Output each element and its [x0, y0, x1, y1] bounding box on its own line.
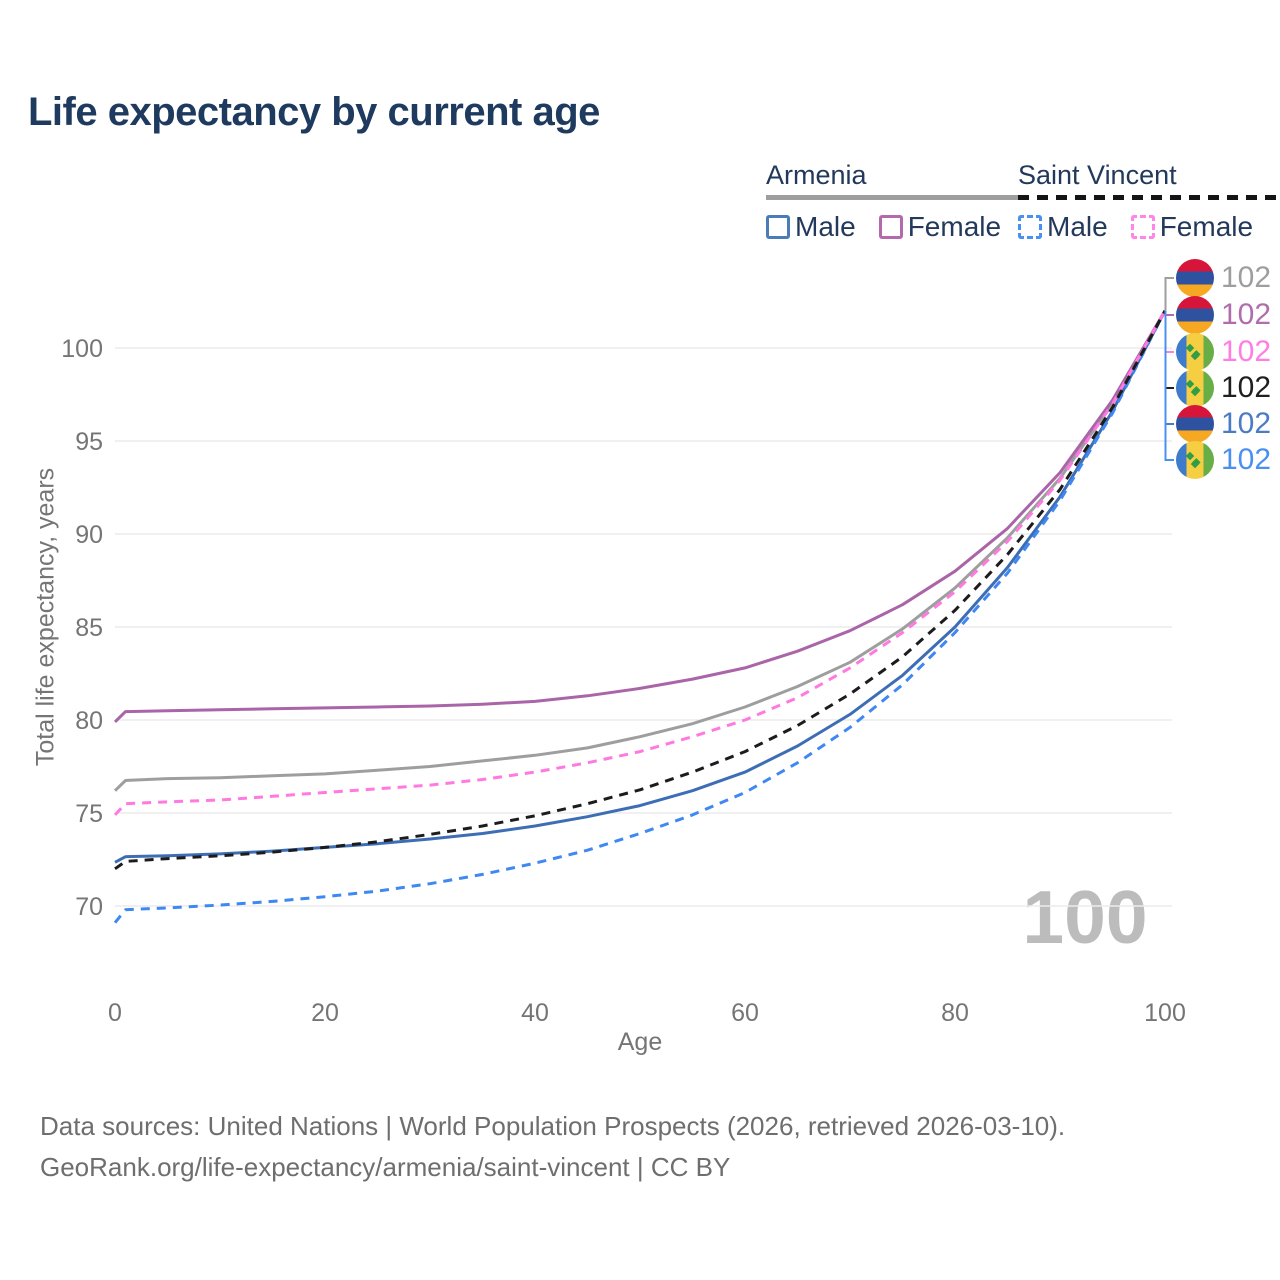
x-axis-title: Age: [617, 1028, 663, 1056]
legend-swatch-icon: [878, 215, 903, 239]
y-tick-label: 70: [75, 893, 103, 921]
end-label-leader: [1164, 311, 1174, 461]
y-tick-label: 75: [75, 800, 103, 828]
saint-vincent-flag-icon: [1176, 333, 1214, 371]
y-tick-label: 100: [61, 335, 103, 363]
x-tick-label: 60: [731, 999, 759, 1027]
x-tick-label: 0: [108, 999, 122, 1027]
legend-items-armenia: Male Female: [766, 211, 1024, 243]
end-value-label: 102: [1221, 407, 1272, 440]
x-tick-label: 20: [311, 999, 339, 1027]
end-value-label: 102: [1221, 443, 1272, 476]
end-label-leader: [1164, 277, 1174, 311]
end-value-label: 102: [1221, 371, 1272, 404]
legend-item-label: Female: [1159, 211, 1254, 242]
x-tick-label: 80: [941, 999, 969, 1027]
legend-item-armenia-male: Male: [766, 211, 856, 243]
y-axis-title: Total life expectancy, years: [31, 467, 60, 767]
end-value-label: 102: [1221, 261, 1272, 294]
end-label-leader: [1164, 311, 1174, 389]
page-title: Life expectancy by current age: [28, 90, 600, 134]
y-tick-label: 90: [75, 521, 103, 549]
footer-line-2: GeoRank.org/life-expectancy/armenia/sain…: [40, 1152, 731, 1182]
armenia-flag-icon: [1176, 405, 1214, 443]
legend-item-label: Male: [795, 211, 856, 242]
legend-swatch-icon: [1018, 215, 1042, 239]
legend-underline-saint-vincent: [1018, 195, 1277, 200]
armenia-flag-icon: [1176, 296, 1214, 334]
x-tick-label: 100: [1144, 999, 1186, 1027]
age-watermark: 100: [1022, 875, 1147, 959]
legend-header-armenia: Armenia: [766, 160, 867, 190]
armenia-flag-icon: [1176, 259, 1214, 297]
y-tick-label: 85: [75, 614, 103, 642]
saint-vincent-flag-icon: [1176, 441, 1214, 479]
legend-underline-armenia: [766, 195, 1025, 200]
end-label-leader: [1164, 311, 1174, 353]
y-tick-label: 95: [75, 428, 103, 456]
saint-vincent-flag-icon: [1176, 369, 1214, 407]
end-value-label: 102: [1221, 298, 1272, 331]
legend-header-saint-vincent: Saint Vincent: [1018, 160, 1177, 190]
legend-item-label: Male: [1047, 211, 1108, 242]
legend-item-saint-vincent-female: Female: [1130, 211, 1254, 243]
legend-group-armenia: Armenia Male Female: [766, 160, 1025, 243]
series-line-saint-vincent-total: [114, 310, 1167, 871]
series-line-armenia-male: [114, 310, 1167, 864]
legend-item-saint-vincent-male: Male: [1018, 211, 1108, 243]
legend-group-saint-vincent: Saint Vincent Male Female: [1018, 160, 1277, 243]
series-line-armenia-female: [113, 310, 1167, 723]
legend-swatch-icon: [1130, 215, 1155, 239]
series-line-saint-vincent-female: [113, 310, 1167, 816]
footer: Data sources: United Nations | World Pop…: [40, 1106, 1065, 1188]
legend-item-armenia-female: Female: [878, 211, 1002, 243]
y-tick-label: 80: [75, 707, 103, 735]
x-tick-label: 40: [521, 999, 549, 1027]
end-label-leader: [1164, 311, 1174, 425]
legend-item-label: Female: [907, 211, 1002, 242]
end-label-leader: [1164, 311, 1174, 316]
series-line-armenia-total: [113, 310, 1167, 792]
legend-items-saint-vincent: Male Female: [1018, 211, 1276, 243]
series-line-saint-vincent-male: [113, 310, 1167, 924]
end-value-label: 102: [1221, 335, 1272, 368]
footer-line-1: Data sources: United Nations | World Pop…: [40, 1111, 1066, 1141]
legend-swatch-icon: [766, 215, 790, 239]
